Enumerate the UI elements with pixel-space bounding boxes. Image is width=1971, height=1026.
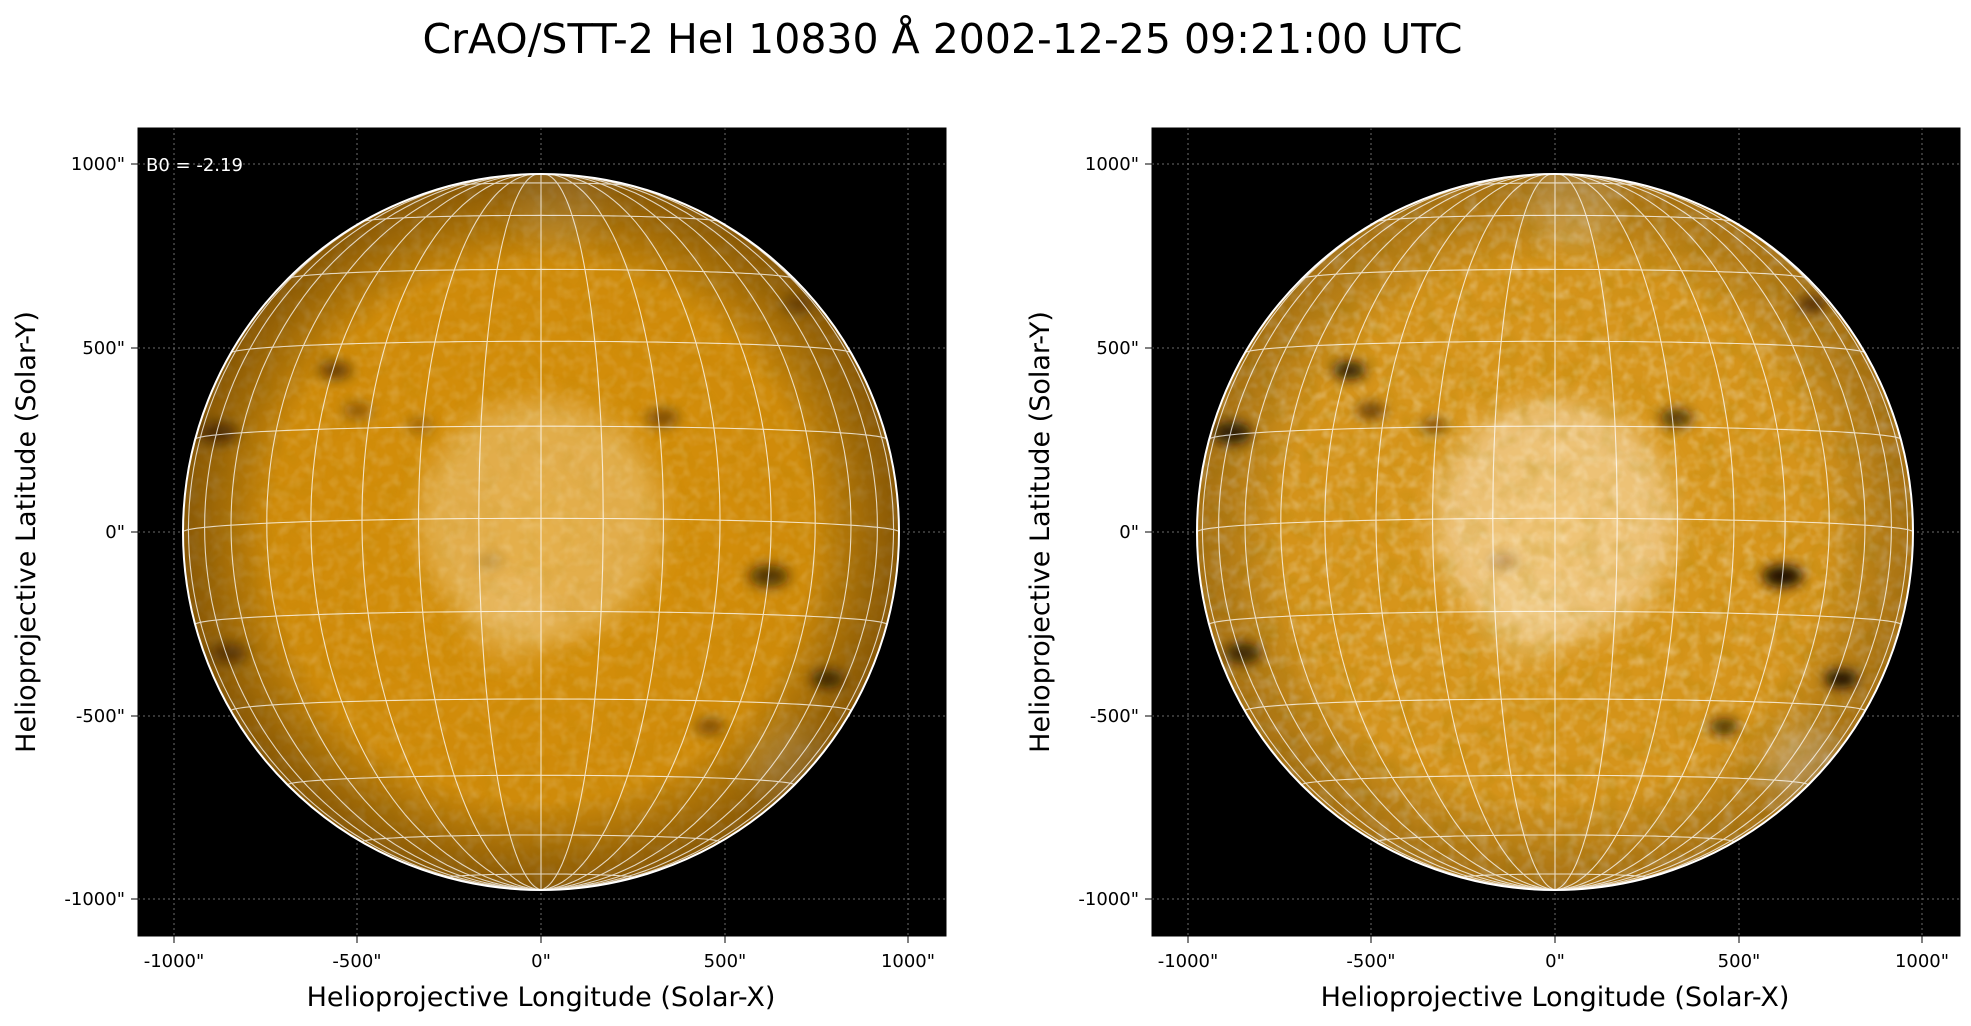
longitude-line — [1324, 174, 1556, 890]
x-axis-label-left: Helioprojective Longitude (Solar-X) — [307, 982, 776, 1013]
solar-limb-left — [182, 173, 900, 891]
x-tick-label: 500" — [1718, 951, 1761, 972]
y-tick-label: 0" — [105, 522, 125, 543]
x-tick-label: 0" — [1545, 951, 1565, 972]
longitude-line — [1244, 174, 1556, 890]
longitude-line — [187, 183, 542, 890]
longitude-line — [1554, 174, 1735, 890]
y-tick-label: -500" — [76, 706, 125, 727]
y-tick-label: -1000" — [64, 889, 125, 910]
longitude-line — [478, 174, 542, 890]
longitude-line — [1554, 174, 1786, 890]
x-tick-label: -500" — [332, 951, 381, 972]
longitude-line — [1218, 176, 1556, 890]
x-axis-label-right: Helioprojective Longitude (Solar-X) — [1321, 982, 1790, 1013]
y-tick-label: 1000" — [71, 154, 125, 175]
longitude-line — [1201, 183, 1556, 890]
sun-disk-right — [1196, 173, 1914, 891]
longitude-line — [540, 174, 772, 890]
panel-right: -1000" -500" 0" 500" 1000" 1000" 500" 0"… — [1025, 127, 1961, 1013]
x-tick-label: 500" — [704, 951, 747, 972]
longitude-line — [540, 174, 604, 890]
longitude-line — [1554, 176, 1892, 890]
longitude-line — [230, 174, 542, 890]
x-ticks-right: -1000" -500" 0" 500" 1000" — [1158, 936, 1949, 972]
y-tick-label: 1000" — [1085, 154, 1139, 175]
longitude-line — [1554, 174, 1618, 890]
longitude-line — [540, 176, 878, 890]
y-ticks-left: 1000" 500" 0" -500" -1000" — [64, 154, 138, 910]
y-ticks-right: 1000" 500" 0" -500" -1000" — [1078, 154, 1152, 910]
x-tick-label: 1000" — [881, 951, 935, 972]
y-tick-label: -1000" — [1078, 889, 1139, 910]
x-ticks-left: -1000" -500" 0" 500" 1000" — [144, 936, 935, 972]
x-tick-label: -1000" — [1158, 951, 1219, 972]
longitude-line — [310, 174, 542, 890]
y-tick-label: 500" — [82, 338, 125, 359]
longitude-line — [1554, 174, 1830, 890]
longitude-line — [418, 174, 542, 890]
x-tick-label: -1000" — [144, 951, 205, 972]
x-tick-label: -500" — [1346, 951, 1395, 972]
longitude-line — [204, 176, 542, 890]
longitude-line — [1492, 174, 1556, 890]
longitude-line — [540, 174, 852, 890]
longitude-line — [1432, 174, 1556, 890]
longitude-line — [1554, 174, 1678, 890]
longitude-line — [1280, 174, 1556, 890]
x-tick-label: 1000" — [1895, 951, 1949, 972]
longitude-line — [361, 174, 542, 890]
x-tick-label: 0" — [531, 951, 551, 972]
longitude-line — [1375, 174, 1556, 890]
solar-limb-right — [1196, 173, 1914, 891]
longitude-line — [540, 183, 895, 890]
y-tick-label: 500" — [1096, 338, 1139, 359]
y-tick-label: -500" — [1090, 706, 1139, 727]
y-axis-label-right: Helioprojective Latitude (Solar-Y) — [1025, 311, 1056, 753]
panel-left: B0 = -2.19 -1000" -500" 0" 500" 1000" 10… — [11, 127, 947, 1013]
longitude-line — [1554, 183, 1909, 890]
longitude-line — [1554, 174, 1866, 890]
page-title: CrAO/STT-2 HeI 10830 Å 2002-12-25 09:21:… — [422, 15, 1463, 63]
y-axis-label-left: Helioprojective Latitude (Solar-Y) — [11, 311, 42, 753]
longitude-line — [540, 174, 816, 890]
longitude-line — [540, 174, 721, 890]
longitude-line — [540, 174, 664, 890]
b0-annotation: B0 = -2.19 — [146, 155, 243, 176]
longitude-line — [266, 174, 542, 890]
y-tick-label: 0" — [1119, 522, 1139, 543]
